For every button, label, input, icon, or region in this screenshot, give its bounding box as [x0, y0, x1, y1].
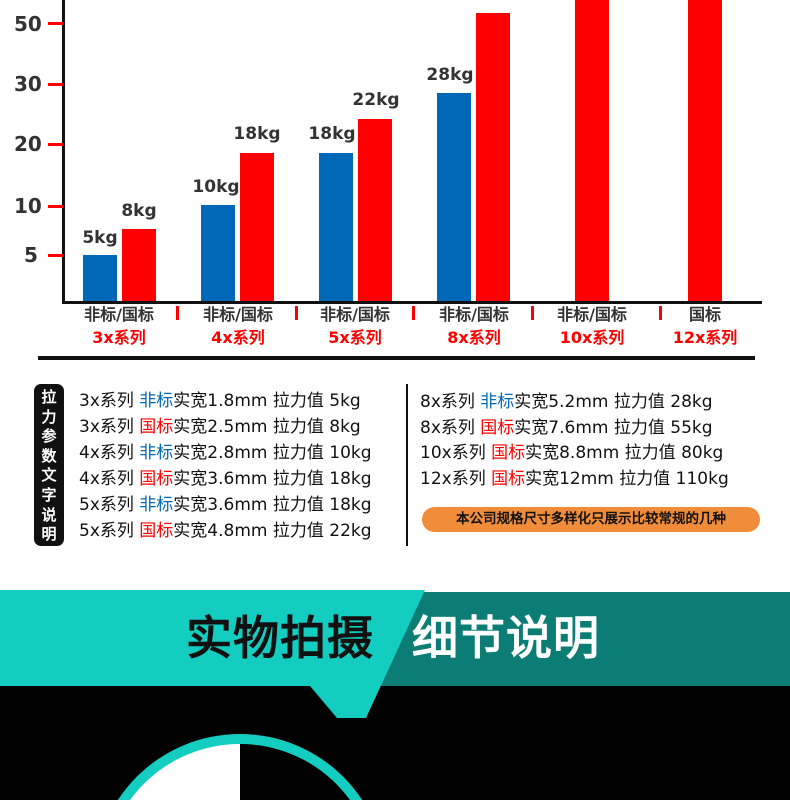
- category-type-label: 非标/国标: [557, 305, 627, 324]
- spec-row: 8x系列 非标实宽5.2mm 拉力值 28kg: [420, 392, 713, 412]
- category-series-label: 10x系列: [559, 328, 625, 347]
- bar-10x-national: [575, 0, 609, 301]
- spec-row: 8x系列 国标实宽7.6mm 拉力值 55kg: [420, 418, 713, 438]
- bar-5x-national: [358, 119, 392, 301]
- banner-background-shapes: [0, 590, 790, 800]
- spec-row: 12x系列 国标实宽12mm 拉力值 110kg: [420, 469, 729, 489]
- side-label-char: 力: [41, 407, 57, 426]
- bar-4x-nonstandard: [201, 205, 235, 301]
- y-tick-label-20: 20: [14, 132, 42, 156]
- bar-label: 5kg: [82, 228, 118, 248]
- bar-label: 28kg: [426, 65, 474, 85]
- banner-left-title: 实物拍摄: [186, 611, 374, 665]
- category-separator: [412, 306, 415, 320]
- spec-row: 10x系列 国标实宽8.8mm 拉力值 80kg: [420, 443, 724, 463]
- spec-note-pill: 本公司规格尺寸多样化只展示比较常规的几种: [422, 507, 760, 532]
- side-label-char: 参: [41, 427, 57, 446]
- category-series-label: 12x系列: [672, 328, 738, 347]
- bar-3x-national: [122, 229, 156, 301]
- bar-8x-nonstandard: [437, 93, 471, 301]
- bar-12x-national: [688, 0, 722, 301]
- category-type-label: 非标/国标: [320, 305, 390, 324]
- side-label-char: 文: [41, 466, 57, 485]
- spec-side-label: 拉 力 参 数 文 字 说 明: [34, 384, 64, 546]
- y-axis-line: [62, 0, 65, 304]
- spec-column-divider: [406, 384, 408, 546]
- category-separator: [176, 306, 179, 320]
- bar-label: 18kg: [308, 124, 356, 144]
- spec-row: 4x系列 非标实宽2.8mm 拉力值 10kg: [79, 443, 372, 463]
- bar-5x-nonstandard: [319, 153, 353, 301]
- side-label-char: 明: [41, 525, 57, 544]
- y-tick-mark: [48, 22, 63, 25]
- category-separator: [531, 306, 534, 320]
- y-tick-label-50: 50: [14, 12, 42, 36]
- category-series-label: 3x系列: [92, 328, 146, 347]
- side-label-char: 数: [41, 446, 57, 465]
- side-label-char: 拉: [41, 388, 57, 406]
- pull-force-chart: 50 30 20 10 5 5kg 8kg 10kg 18kg 18kg 22k…: [0, 0, 790, 360]
- spec-row: 5x系列 国标实宽4.8mm 拉力值 22kg: [79, 521, 372, 541]
- y-tick-label-10: 10: [14, 194, 42, 218]
- y-tick-mark: [48, 205, 63, 208]
- bar-label: 10kg: [192, 177, 240, 197]
- spec-row: 3x系列 国标实宽2.5mm 拉力值 8kg: [79, 417, 361, 437]
- category-type-label: 非标/国标: [439, 305, 509, 324]
- spec-row: 3x系列 非标实宽1.8mm 拉力值 5kg: [79, 391, 361, 411]
- category-type-label: 非标/国标: [203, 305, 273, 324]
- banner-right-title: 细节说明: [412, 611, 600, 665]
- y-tick-mark: [48, 83, 63, 86]
- category-series-label: 5x系列: [328, 328, 382, 347]
- section-banner: 实物拍摄 细节说明: [0, 590, 790, 800]
- side-label-char: 说: [41, 505, 57, 524]
- bar-3x-nonstandard: [83, 255, 117, 301]
- bar-4x-national: [240, 153, 274, 301]
- category-type-label: 国标: [688, 305, 721, 324]
- x-axis-line: [62, 301, 762, 304]
- spec-row: 5x系列 非标实宽3.6mm 拉力值 18kg: [79, 495, 372, 515]
- side-label-char: 字: [41, 485, 57, 504]
- bar-label: 18kg: [233, 124, 281, 144]
- y-tick-label-5: 5: [24, 243, 38, 267]
- bar-8x-national: [476, 13, 510, 301]
- category-series-label: 8x系列: [447, 328, 501, 347]
- y-tick-mark: [48, 254, 63, 257]
- category-separator: [659, 306, 662, 320]
- bar-label: 8kg: [121, 201, 157, 221]
- section-divider: [38, 356, 755, 360]
- spec-row: 4x系列 国标实宽3.6mm 拉力值 18kg: [79, 469, 372, 489]
- y-tick-label-30: 30: [14, 72, 42, 96]
- category-separator: [295, 306, 298, 320]
- y-tick-mark: [48, 143, 63, 146]
- category-series-label: 4x系列: [211, 328, 265, 347]
- category-type-label: 非标/国标: [84, 305, 154, 324]
- bar-label: 22kg: [352, 90, 400, 110]
